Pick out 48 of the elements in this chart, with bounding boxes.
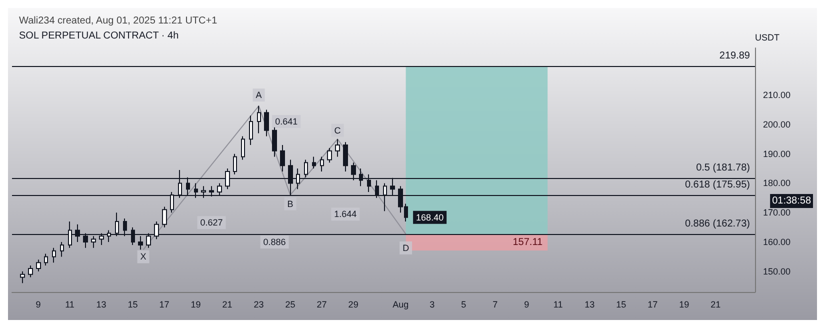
x-tick-label: 13 — [584, 300, 595, 310]
x-tick-label: 9 — [36, 300, 41, 310]
x-tick-label: 17 — [159, 300, 170, 310]
annotation: 0.641 — [275, 116, 298, 126]
annotation: 0.886 — [263, 237, 286, 248]
chart-subtitle: Wali234 created, Aug 01, 2025 11:21 UTC+1 — [19, 16, 218, 26]
ref-line-label: 219.89 — [719, 50, 750, 62]
annotation: D — [402, 242, 410, 253]
x-tick-label: 21 — [222, 300, 232, 310]
y-tick-label: 210.00 — [763, 90, 791, 100]
y-tick-label: 150.00 — [763, 266, 791, 276]
annotation: C — [334, 125, 342, 136]
ref-line-label: 0.5 (181.78) — [696, 162, 750, 174]
text: 01:38:58 — [772, 196, 812, 206]
y-tick-label: 180.00 — [763, 178, 791, 188]
annotation: X — [140, 252, 146, 262]
x-tick-label: 5 — [461, 300, 466, 310]
x-tick-label: 9 — [524, 300, 530, 310]
x-tick-label: 19 — [190, 300, 201, 310]
x-tick-label: 13 — [96, 300, 106, 310]
x-tick-label: 27 — [316, 300, 327, 310]
x-tick-label: 15 — [128, 300, 138, 310]
y-tick-label: 170.00 — [763, 208, 791, 218]
annotation: B — [287, 198, 294, 209]
chart-title: SOL PERPETUAL CONTRACT · 4h — [19, 30, 179, 42]
annotation: 0.627 — [200, 218, 223, 228]
band-label: 157.11 — [512, 236, 544, 248]
x-tick-label: 17 — [648, 300, 658, 310]
x-tick-label: 21 — [710, 300, 721, 310]
y-tick-label: 190.00 — [763, 148, 791, 159]
x-tick-label: 11 — [65, 300, 74, 310]
annotation: 1.644 — [334, 209, 357, 220]
y-axis-title: USDT — [755, 32, 780, 42]
y-tick-label: 160.00 — [763, 237, 791, 248]
annotation: A — [256, 90, 262, 100]
x-tick-label: Aug — [392, 300, 409, 310]
x-tick-label: 11 — [553, 300, 563, 310]
x-tick-label: 29 — [348, 300, 358, 310]
annotation: 168.40 — [416, 212, 444, 222]
x-tick-label: 15 — [616, 300, 626, 310]
x-tick-label: 19 — [679, 300, 690, 310]
y-tick-label: 200.00 — [763, 119, 791, 130]
x-tick-label: 23 — [254, 300, 264, 310]
x-tick-label: 7 — [492, 300, 498, 310]
x-tick-label: 25 — [285, 300, 296, 310]
x-tick-label: 3 — [430, 300, 435, 310]
ref-line-label: 0.886 (162.73) — [684, 218, 750, 230]
ref-line-label: 0.618 (175.95) — [684, 180, 750, 191]
